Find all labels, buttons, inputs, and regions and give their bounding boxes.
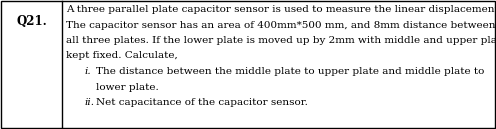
Text: The distance between the middle plate to upper plate and middle plate to: The distance between the middle plate to… [96, 67, 485, 76]
Text: Net capacitance of the capacitor sensor.: Net capacitance of the capacitor sensor. [96, 98, 308, 107]
Text: lower plate.: lower plate. [96, 83, 159, 91]
Text: A three parallel plate capacitor sensor is used to measure the linear displaceme: A three parallel plate capacitor sensor … [66, 5, 496, 14]
Text: ii.: ii. [84, 98, 94, 107]
Text: i.: i. [84, 67, 91, 76]
Text: Q21.: Q21. [17, 15, 48, 28]
Text: The capacitor sensor has an area of 400mm*500 mm, and 8mm distance between: The capacitor sensor has an area of 400m… [66, 21, 496, 30]
Text: all three plates. If the lower plate is moved up by 2mm with middle and upper pl: all three plates. If the lower plate is … [66, 36, 496, 45]
Text: kept fixed. Calculate,: kept fixed. Calculate, [66, 51, 178, 61]
